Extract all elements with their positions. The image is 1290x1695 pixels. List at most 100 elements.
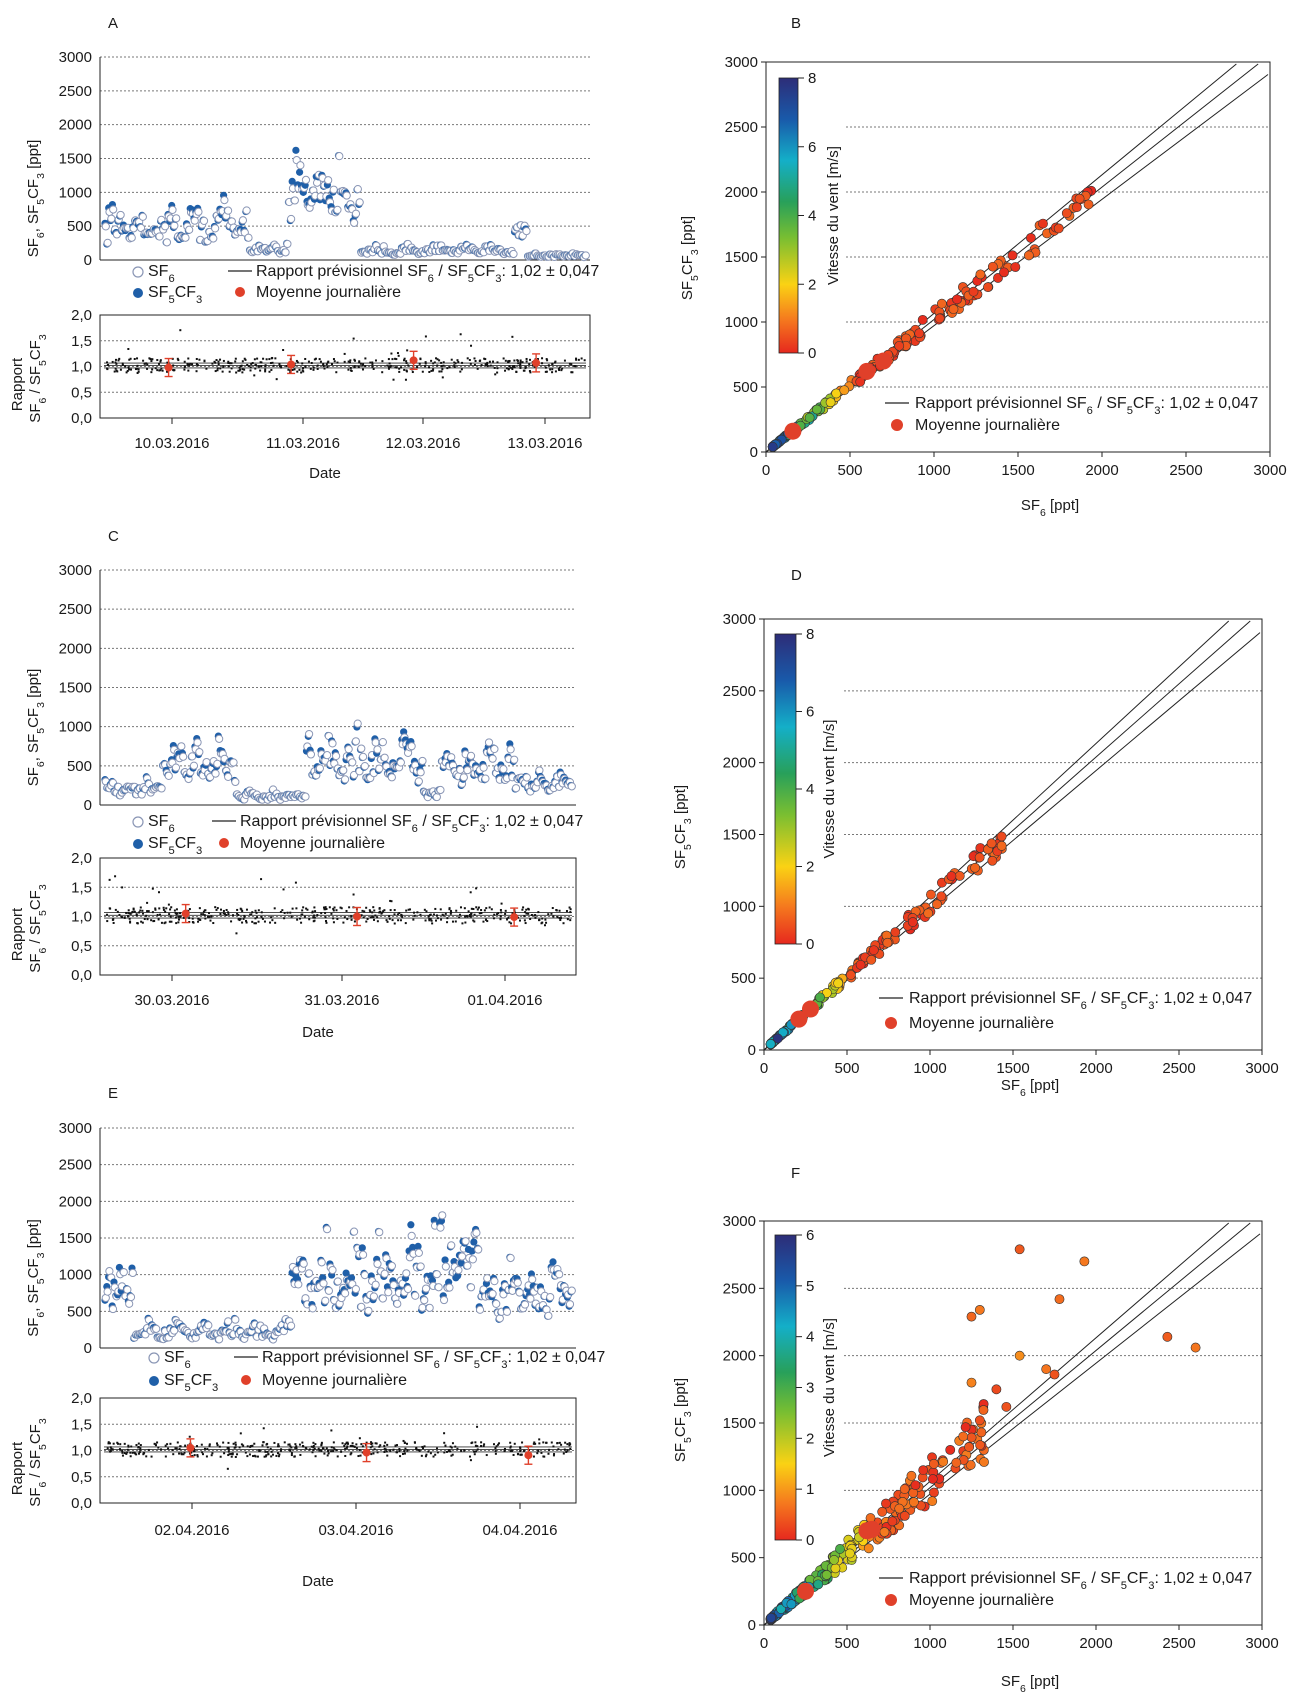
ratio-point — [277, 1445, 280, 1448]
daily-mean-point — [801, 1000, 819, 1018]
ratio-point — [496, 367, 499, 370]
ratio-point — [139, 1447, 142, 1450]
ratio-point — [393, 909, 396, 912]
scatter-point — [855, 959, 866, 970]
y-tick-label: 0 — [84, 252, 92, 269]
legend-sf5cf3-marker — [149, 1376, 159, 1386]
ratio-point — [473, 920, 476, 923]
ratio-point — [494, 373, 497, 376]
scatter-point — [821, 1569, 832, 1580]
ratio-point — [311, 1451, 314, 1454]
ratio-point — [183, 365, 186, 368]
ratio-point — [366, 917, 369, 920]
ratio-point — [301, 362, 304, 365]
ratio-point — [473, 357, 476, 360]
scatter-point — [974, 1304, 985, 1315]
ratio-point — [335, 909, 338, 912]
ratio-point — [532, 1442, 535, 1445]
ratio-point — [323, 908, 326, 911]
sf6-point — [492, 1299, 501, 1308]
sf6-point — [177, 742, 186, 751]
ratio-point — [173, 909, 176, 912]
ratio-point — [293, 368, 296, 371]
ratio-point — [390, 352, 393, 355]
ratio-point — [542, 1455, 545, 1458]
ratio-point — [538, 919, 541, 922]
ratio-point — [432, 362, 435, 365]
y-axis-label: SF6, SF5CF3 [ppt] — [25, 140, 47, 258]
ratio-point — [322, 906, 325, 909]
ratio-point — [343, 1444, 346, 1447]
ratio-point — [157, 891, 160, 894]
ratio-point — [454, 362, 457, 365]
sf6-point — [481, 774, 490, 783]
ratio-point — [332, 1441, 335, 1444]
sf6-point — [224, 772, 233, 781]
sf6-point — [103, 238, 112, 247]
ratio-point — [136, 922, 139, 925]
ratio-point — [310, 1445, 313, 1448]
ratio-point — [428, 370, 431, 373]
ratio-point — [463, 907, 466, 910]
ratio-point — [509, 1450, 512, 1453]
x-axis-label: SF6 [ppt] — [1001, 1077, 1059, 1099]
ratio-point — [270, 368, 273, 371]
sf6-point — [162, 238, 172, 247]
ratio-point — [123, 916, 126, 919]
ratio-point — [208, 915, 211, 918]
sf6-point — [447, 1241, 456, 1250]
scatter-point — [986, 838, 997, 849]
ratio-point — [146, 910, 149, 913]
ratio-point — [175, 922, 178, 925]
ratio-tick-label: 1,5 — [71, 1416, 92, 1433]
ratio-point — [283, 911, 286, 914]
y-tick-label: 1500 — [725, 249, 758, 266]
ratio-point — [402, 1439, 405, 1442]
scatter-point — [927, 1474, 938, 1484]
colorbar-tick-label: 1 — [806, 1481, 814, 1498]
ratio-point — [223, 912, 226, 915]
ratio-point — [225, 914, 228, 917]
scatter-point — [1010, 262, 1021, 272]
sf6-point — [407, 1231, 416, 1241]
ratio-point — [313, 1447, 316, 1450]
ratio-point — [289, 1449, 292, 1452]
ratio-y-label-1: Rapport — [9, 357, 26, 411]
ratio-point — [430, 359, 433, 362]
sf6-point — [329, 185, 338, 194]
scatter-point — [917, 314, 928, 325]
sf6-point — [209, 234, 218, 243]
ratio-point — [464, 915, 467, 918]
ratio-point — [126, 1448, 129, 1451]
ratio-point — [268, 370, 271, 373]
sf6-point — [411, 1291, 420, 1300]
ratio-point — [254, 367, 257, 370]
ratio-point — [336, 1455, 339, 1458]
scatter-point — [812, 404, 822, 415]
scatter-point — [1054, 1294, 1065, 1305]
ratio-point — [394, 357, 397, 360]
ratio-point — [558, 909, 561, 912]
ratio-point — [272, 364, 275, 367]
ratio-point — [175, 908, 178, 911]
ratio-point — [265, 1454, 268, 1457]
ratio-point — [333, 360, 336, 363]
ratio-point — [266, 1446, 269, 1449]
sf6-point — [418, 756, 427, 766]
ratio-point — [279, 910, 282, 913]
ratio-point — [480, 1441, 483, 1444]
y-axis-label: SF5CF3 [ppt] — [679, 216, 701, 300]
x-tick-label: 500 — [834, 1635, 859, 1652]
ratio-point — [546, 359, 549, 362]
ratio-point — [169, 908, 172, 911]
ratio-point — [236, 912, 239, 915]
ratio-point — [109, 907, 112, 910]
x-axis-label: Date — [309, 465, 341, 482]
ratio-point — [513, 1442, 516, 1445]
ratio-point — [468, 358, 471, 361]
ratio-point — [428, 919, 431, 922]
ratio-point — [473, 1453, 476, 1456]
ratio-point — [296, 361, 299, 364]
sf6-point — [299, 1259, 308, 1268]
ratio-point — [519, 1449, 522, 1452]
